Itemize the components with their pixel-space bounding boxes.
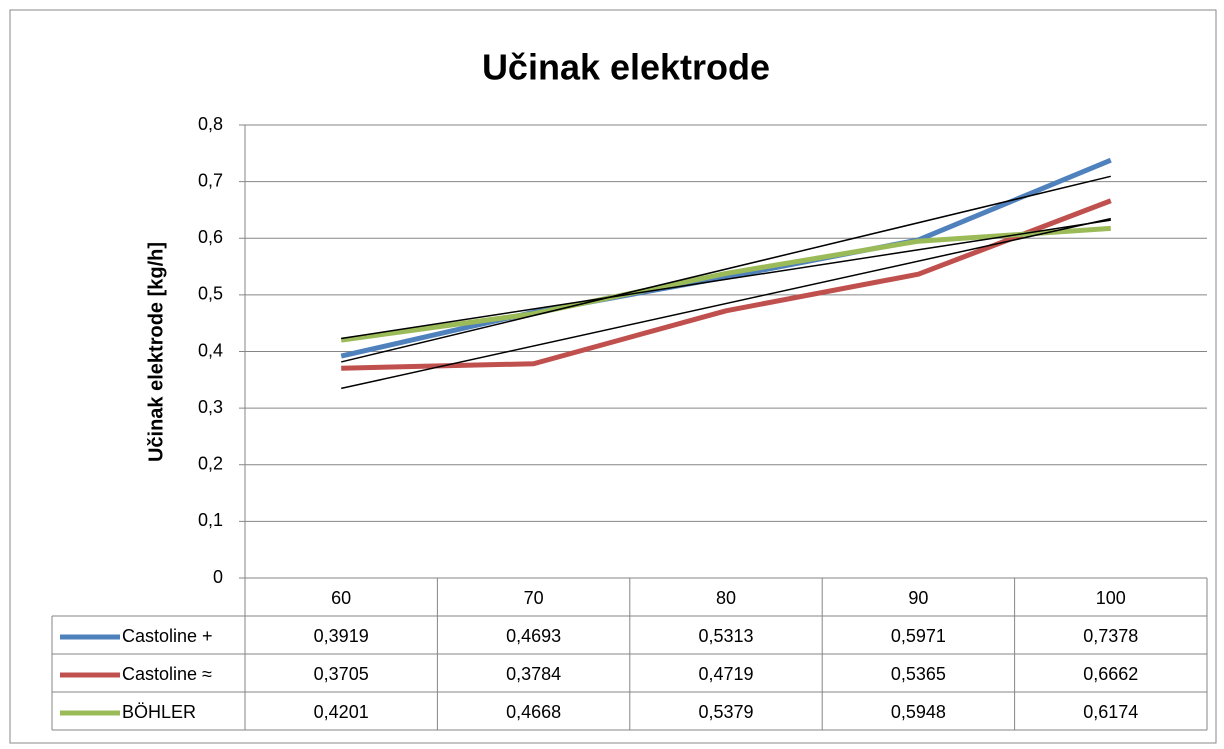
table-value: 0,7378 (1083, 626, 1138, 646)
table-value: 0,6662 (1083, 664, 1138, 684)
series-line (340, 157, 1112, 359)
trendline (341, 219, 1111, 340)
y-tick-label: 0,7 (198, 170, 223, 190)
table-value: 0,4719 (698, 664, 753, 684)
x-tick-label: 100 (1096, 588, 1126, 608)
y-tick-label: 0,3 (198, 397, 223, 417)
y-tick-label: 0,5 (198, 284, 223, 304)
chart-title: Učinak elektrode (482, 47, 770, 88)
y-tick-label: 0,1 (198, 510, 223, 530)
legend-label: Castoline + (122, 626, 213, 646)
table-value: 0,4693 (506, 626, 561, 646)
table-value: 0,4201 (314, 702, 369, 722)
y-tick-label: 0,2 (198, 454, 223, 474)
series-line (341, 198, 1112, 371)
table-value: 0,3919 (314, 626, 369, 646)
y-tick-label: 0,4 (198, 340, 223, 360)
y-tick-label: 0 (213, 567, 223, 587)
x-tick-label: 60 (331, 588, 351, 608)
table-value: 0,6174 (1083, 702, 1138, 722)
table-value: 0,3705 (314, 664, 369, 684)
trendline (341, 217, 1111, 390)
y-tick-label: 0,6 (198, 227, 223, 247)
table-value: 0,5365 (891, 664, 946, 684)
x-tick-label: 90 (908, 588, 928, 608)
y-axis-label: Učinak elektrode [kg/h] (145, 242, 167, 462)
table-value: 0,5971 (891, 626, 946, 646)
legend-label: Castoline ≈ (122, 664, 212, 684)
table-value: 0,3784 (506, 664, 561, 684)
table-value: 0,5313 (698, 626, 753, 646)
series-line (340, 225, 1111, 343)
legend-label: BÖHLER (122, 702, 196, 722)
x-tick-label: 80 (716, 588, 736, 608)
table-value: 0,4668 (506, 702, 561, 722)
y-tick-label: 0,8 (198, 114, 223, 134)
table-value: 0,5379 (698, 702, 753, 722)
trendline (341, 175, 1111, 363)
x-tick-label: 70 (524, 588, 544, 608)
table-value: 0,5948 (891, 702, 946, 722)
